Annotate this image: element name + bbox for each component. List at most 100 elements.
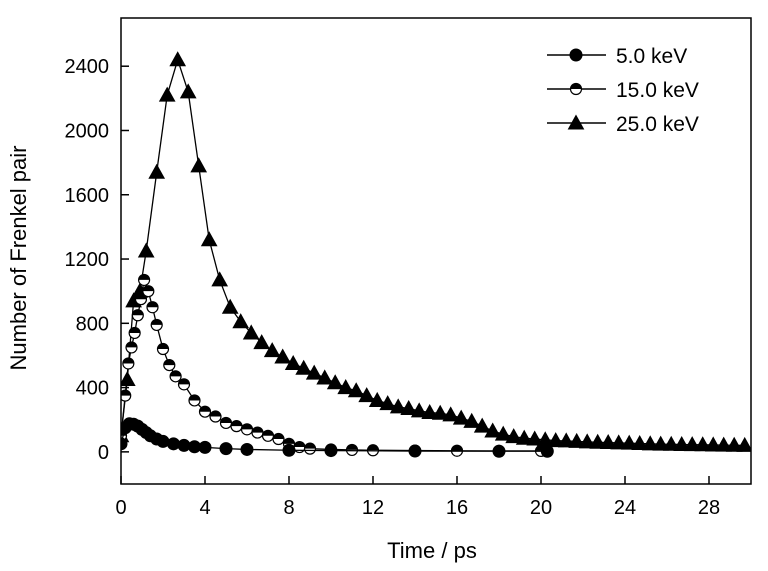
x-tick-label: 4 <box>199 497 210 519</box>
data-point <box>694 436 712 452</box>
plot-frame <box>120 17 752 485</box>
legend-label: 15.0 keV <box>616 79 699 102</box>
data-point <box>345 443 359 457</box>
y-axis-title: Number of Frenkel pair <box>6 146 31 371</box>
x-tick-label: 0 <box>115 497 126 519</box>
data-point <box>463 412 481 428</box>
data-point <box>295 359 313 375</box>
data-point <box>221 298 239 314</box>
data-point <box>316 369 334 385</box>
data-point <box>358 387 376 403</box>
legend-item: 15.0 keV <box>547 79 699 102</box>
data-point <box>198 405 212 418</box>
data-point <box>177 378 191 391</box>
data-point <box>368 391 386 407</box>
data-point <box>652 435 670 451</box>
y-tick-label: 0 <box>98 442 109 464</box>
data-point <box>568 432 586 448</box>
data-point <box>515 429 533 445</box>
data-point <box>169 370 182 383</box>
data-point <box>452 409 470 425</box>
data-point <box>131 309 144 322</box>
data-point <box>146 301 159 314</box>
data-point <box>190 157 208 173</box>
data-point <box>125 341 138 354</box>
legend-label: 25.0 keV <box>616 113 699 136</box>
x-tick-label: 12 <box>362 497 384 519</box>
series-5-0-kev <box>121 417 554 458</box>
legend-marker <box>569 48 583 62</box>
data-point <box>492 444 506 458</box>
data-point <box>219 442 233 456</box>
data-point <box>138 273 151 287</box>
data-point <box>683 436 701 452</box>
data-point <box>736 436 751 452</box>
x-tick-label: 28 <box>698 497 720 519</box>
data-point <box>167 437 180 451</box>
legend: 5.0 keV 15.0 keV 25.0 keV <box>547 45 699 136</box>
data-point <box>641 435 659 451</box>
data-point <box>261 429 275 442</box>
data-point <box>148 163 166 179</box>
data-point <box>324 444 338 458</box>
data-point <box>305 364 323 380</box>
data-point <box>282 443 296 457</box>
data-point <box>272 432 285 446</box>
data-point <box>631 434 649 451</box>
data-point <box>198 440 212 454</box>
data-point <box>410 402 428 418</box>
data-point <box>209 410 222 423</box>
data-point <box>673 435 691 451</box>
data-point <box>232 313 250 329</box>
data-point <box>188 394 201 407</box>
data-point <box>484 422 502 438</box>
y-tick-label: 400 <box>76 378 109 400</box>
data-point <box>169 51 187 67</box>
legend-item: 5.0 keV <box>547 45 687 68</box>
data-point <box>240 442 254 456</box>
y-tick-label: 800 <box>76 313 109 335</box>
data-point <box>599 434 617 450</box>
x-axis: 0 4 8 12 16 20 24 28 <box>115 476 720 519</box>
data-point <box>211 271 229 287</box>
data-point <box>326 374 344 390</box>
data-point <box>421 403 439 419</box>
data-point <box>158 86 176 102</box>
data-point <box>240 423 254 436</box>
data-point <box>557 432 575 448</box>
data-point <box>610 434 628 450</box>
data-point <box>494 425 512 441</box>
data-point <box>156 434 170 448</box>
x-axis-title: Time / ps <box>387 538 477 563</box>
data-point <box>620 434 638 450</box>
data-point <box>121 437 128 451</box>
data-point <box>431 404 449 420</box>
data-point <box>121 371 136 387</box>
data-point <box>540 444 554 458</box>
data-point <box>142 285 155 298</box>
data-point <box>230 420 243 433</box>
series-25-0-kev <box>121 51 751 452</box>
data-point <box>379 395 397 411</box>
data-point <box>505 428 523 444</box>
data-point <box>589 433 607 449</box>
data-point <box>303 442 317 455</box>
x-tick-label: 8 <box>283 497 294 519</box>
y-tick-label: 1200 <box>65 249 110 271</box>
data-point <box>400 399 418 415</box>
data-point <box>179 83 197 99</box>
x-tick-label: 24 <box>614 497 636 519</box>
data-point <box>725 436 743 452</box>
data-point <box>547 432 565 448</box>
y-axis: 0 400 800 1200 1600 2000 2400 <box>65 56 129 464</box>
data-point <box>284 354 302 370</box>
data-point <box>122 357 135 370</box>
data-point <box>251 426 264 439</box>
data-point <box>219 416 233 430</box>
data-point <box>578 433 596 449</box>
y-tick-label: 1600 <box>65 185 110 207</box>
x-tick-label: 20 <box>530 497 552 519</box>
data-point <box>121 389 132 402</box>
